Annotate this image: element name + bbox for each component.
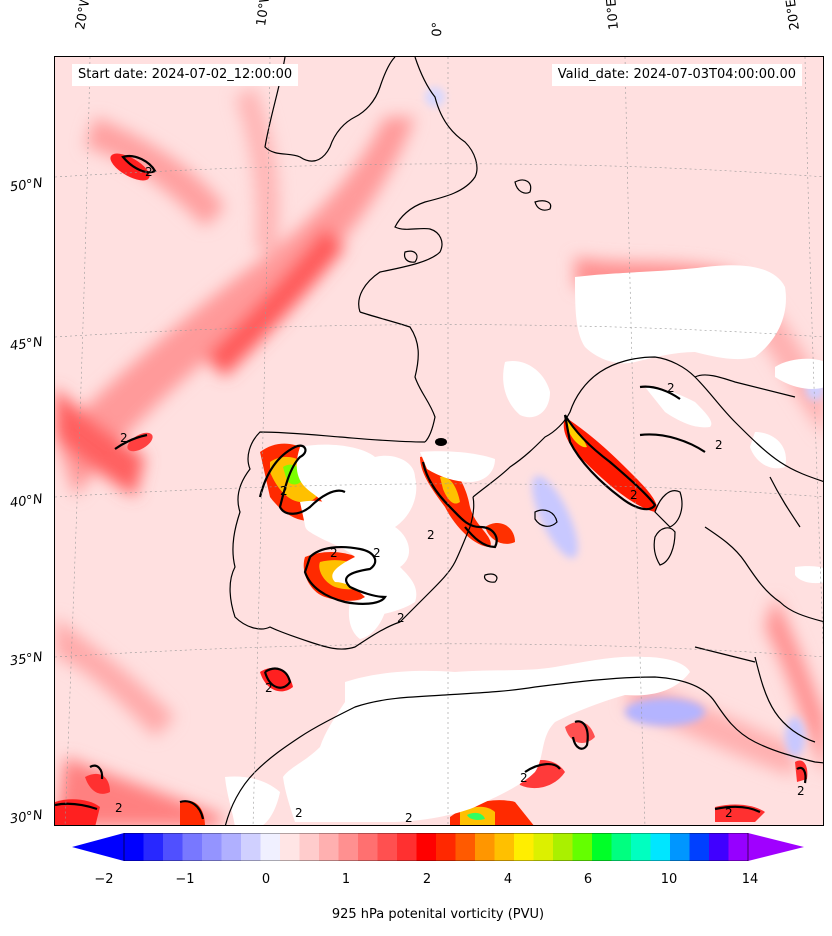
colorbar-cell bbox=[124, 833, 144, 861]
colorbar-over-arrow bbox=[748, 833, 804, 861]
lat-label-50n: 50°N bbox=[9, 175, 44, 196]
colorbar-cell bbox=[475, 833, 495, 861]
colorbar-tick: 14 bbox=[741, 872, 759, 887]
colorbar-cells bbox=[124, 833, 749, 861]
colorbar-tick: 10 bbox=[660, 872, 678, 887]
terrain-mask bbox=[225, 265, 823, 825]
colorbar-cell bbox=[299, 833, 320, 861]
colorbar-tick: 2 bbox=[422, 872, 432, 887]
contour-label: 2 bbox=[667, 381, 675, 395]
colorbar-cell bbox=[338, 833, 359, 861]
pv-field-map: 2 2 2 2 2 2 2 2 2 2 2 2 2 2 2 2 2 bbox=[55, 57, 823, 825]
lat-label-35n: 35°N bbox=[9, 649, 44, 670]
lon-label-0: 0° bbox=[430, 21, 446, 37]
colorbar-cell bbox=[163, 833, 183, 861]
colorbar bbox=[72, 833, 804, 861]
lat-label-45n: 45°N bbox=[9, 334, 44, 355]
colorbar-cell bbox=[436, 833, 456, 861]
colorbar-cell bbox=[728, 833, 749, 861]
colorbar-cell bbox=[241, 833, 261, 861]
colorbar-cell bbox=[650, 833, 671, 861]
colorbar-cell bbox=[494, 833, 515, 861]
colorbar-cell bbox=[611, 833, 632, 861]
colorbar-tick: −2 bbox=[94, 872, 114, 887]
contour-label: 2 bbox=[120, 431, 128, 445]
lon-label-10e: 10°E bbox=[604, 0, 622, 31]
colorbar-cell bbox=[397, 833, 417, 861]
contour-label: 2 bbox=[520, 771, 528, 785]
contour-label: 2 bbox=[715, 438, 723, 452]
colorbar-cell bbox=[572, 833, 593, 861]
colorbar-tick: 6 bbox=[583, 872, 593, 887]
colorbar-cell bbox=[670, 833, 690, 861]
colorbar-cell bbox=[319, 833, 339, 861]
colorbar-label: 925 hPa potenital vorticity (PVU) bbox=[331, 907, 545, 922]
lat-label-40n: 40°N bbox=[9, 491, 44, 512]
station-marker bbox=[435, 438, 447, 446]
contour-label: 2 bbox=[373, 546, 381, 560]
colorbar-cell bbox=[202, 833, 222, 861]
contour-label: 2 bbox=[265, 681, 273, 695]
contour-labels: 2 2 2 2 2 2 2 2 2 2 2 2 2 2 2 2 2 bbox=[115, 165, 805, 825]
colorbar-cell bbox=[280, 833, 300, 861]
colorbar-cell bbox=[143, 833, 164, 861]
colorbar-cell bbox=[592, 833, 612, 861]
contour-label: 2 bbox=[397, 611, 405, 625]
pv-2-contours bbox=[55, 154, 807, 820]
lon-label-20w: 20°W bbox=[73, 0, 95, 32]
colorbar-cell bbox=[260, 833, 281, 861]
contour-label: 2 bbox=[725, 806, 733, 820]
contour-label: 2 bbox=[427, 528, 435, 542]
colorbar-cell bbox=[182, 833, 203, 861]
contour-label: 2 bbox=[115, 801, 123, 815]
colorbar-tick: 0 bbox=[261, 872, 271, 887]
colorbar-tick: 4 bbox=[503, 872, 513, 887]
colorbar-cell bbox=[514, 833, 534, 861]
contour-label: 2 bbox=[797, 784, 805, 798]
colorbar-cell bbox=[533, 833, 554, 861]
colorbar-border bbox=[123, 833, 749, 861]
colorbar-cell bbox=[358, 833, 378, 861]
colorbar-tick: 1 bbox=[341, 872, 351, 887]
colorbar-under-arrow bbox=[72, 833, 124, 861]
colorbar-cell bbox=[377, 833, 398, 861]
colorbar-cell bbox=[553, 833, 573, 861]
start-date-label: Start date: 2024-07-02_12:00:00 bbox=[72, 64, 299, 86]
colorbar-cell bbox=[709, 833, 729, 861]
contour-label: 2 bbox=[295, 806, 303, 820]
contour-label: 2 bbox=[330, 546, 338, 560]
colorbar-cell bbox=[416, 833, 437, 861]
colorbar-cell bbox=[689, 833, 710, 861]
contour-label: 2 bbox=[405, 811, 413, 825]
colorbar-tick: −1 bbox=[175, 872, 195, 887]
contour-label: 2 bbox=[145, 165, 153, 179]
lat-label-30n: 30°N bbox=[9, 807, 44, 828]
colorbar-cell bbox=[631, 833, 651, 861]
map-panel: 2 2 2 2 2 2 2 2 2 2 2 2 2 2 2 2 2 bbox=[54, 56, 824, 826]
colorbar-cell bbox=[455, 833, 476, 861]
lon-label-20e: 20°E bbox=[783, 0, 803, 32]
colorbar-cell bbox=[221, 833, 242, 861]
valid-date-label: Valid_date: 2024-07-03T04:00:00.00 bbox=[551, 64, 802, 86]
contour-label: 2 bbox=[630, 488, 638, 502]
graticule bbox=[55, 57, 823, 825]
contour-label: 2 bbox=[280, 484, 288, 498]
lon-label-10w: 10°W bbox=[254, 0, 274, 27]
